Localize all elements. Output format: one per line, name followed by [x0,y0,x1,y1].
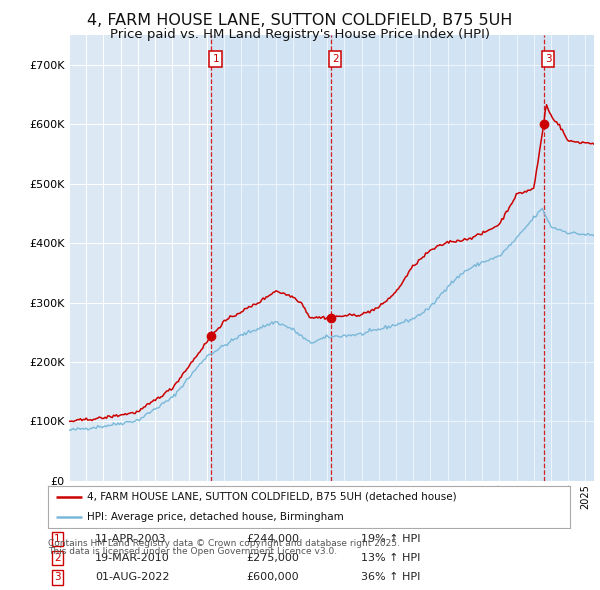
Text: 36% ↑ HPI: 36% ↑ HPI [361,572,421,582]
Text: 1: 1 [54,534,61,544]
Text: £600,000: £600,000 [247,572,299,582]
Text: 3: 3 [545,54,551,64]
Text: 19% ↑ HPI: 19% ↑ HPI [361,534,421,544]
Text: Price paid vs. HM Land Registry's House Price Index (HPI): Price paid vs. HM Land Registry's House … [110,28,490,41]
Text: 19-MAR-2010: 19-MAR-2010 [95,553,170,563]
Text: £275,000: £275,000 [247,553,299,563]
Text: 13% ↑ HPI: 13% ↑ HPI [361,553,421,563]
Text: 4, FARM HOUSE LANE, SUTTON COLDFIELD, B75 5UH: 4, FARM HOUSE LANE, SUTTON COLDFIELD, B7… [88,13,512,28]
Text: 1: 1 [212,54,219,64]
Text: Contains HM Land Registry data © Crown copyright and database right 2025.: Contains HM Land Registry data © Crown c… [48,539,400,548]
Text: 4, FARM HOUSE LANE, SUTTON COLDFIELD, B75 5UH (detached house): 4, FARM HOUSE LANE, SUTTON COLDFIELD, B7… [87,491,457,502]
Bar [331,35,544,481]
Bar [544,35,594,481]
Text: £244,000: £244,000 [247,534,299,544]
Text: HPI: Average price, detached house, Birmingham: HPI: Average price, detached house, Birm… [87,512,344,522]
Bar [211,35,331,481]
Text: 11-APR-2003: 11-APR-2003 [95,534,166,544]
Text: 2: 2 [332,54,338,64]
Text: 01-AUG-2022: 01-AUG-2022 [95,572,169,582]
Text: 3: 3 [54,572,61,582]
Text: 2: 2 [54,553,61,563]
Text: This data is licensed under the Open Government Licence v3.0.: This data is licensed under the Open Gov… [48,547,337,556]
